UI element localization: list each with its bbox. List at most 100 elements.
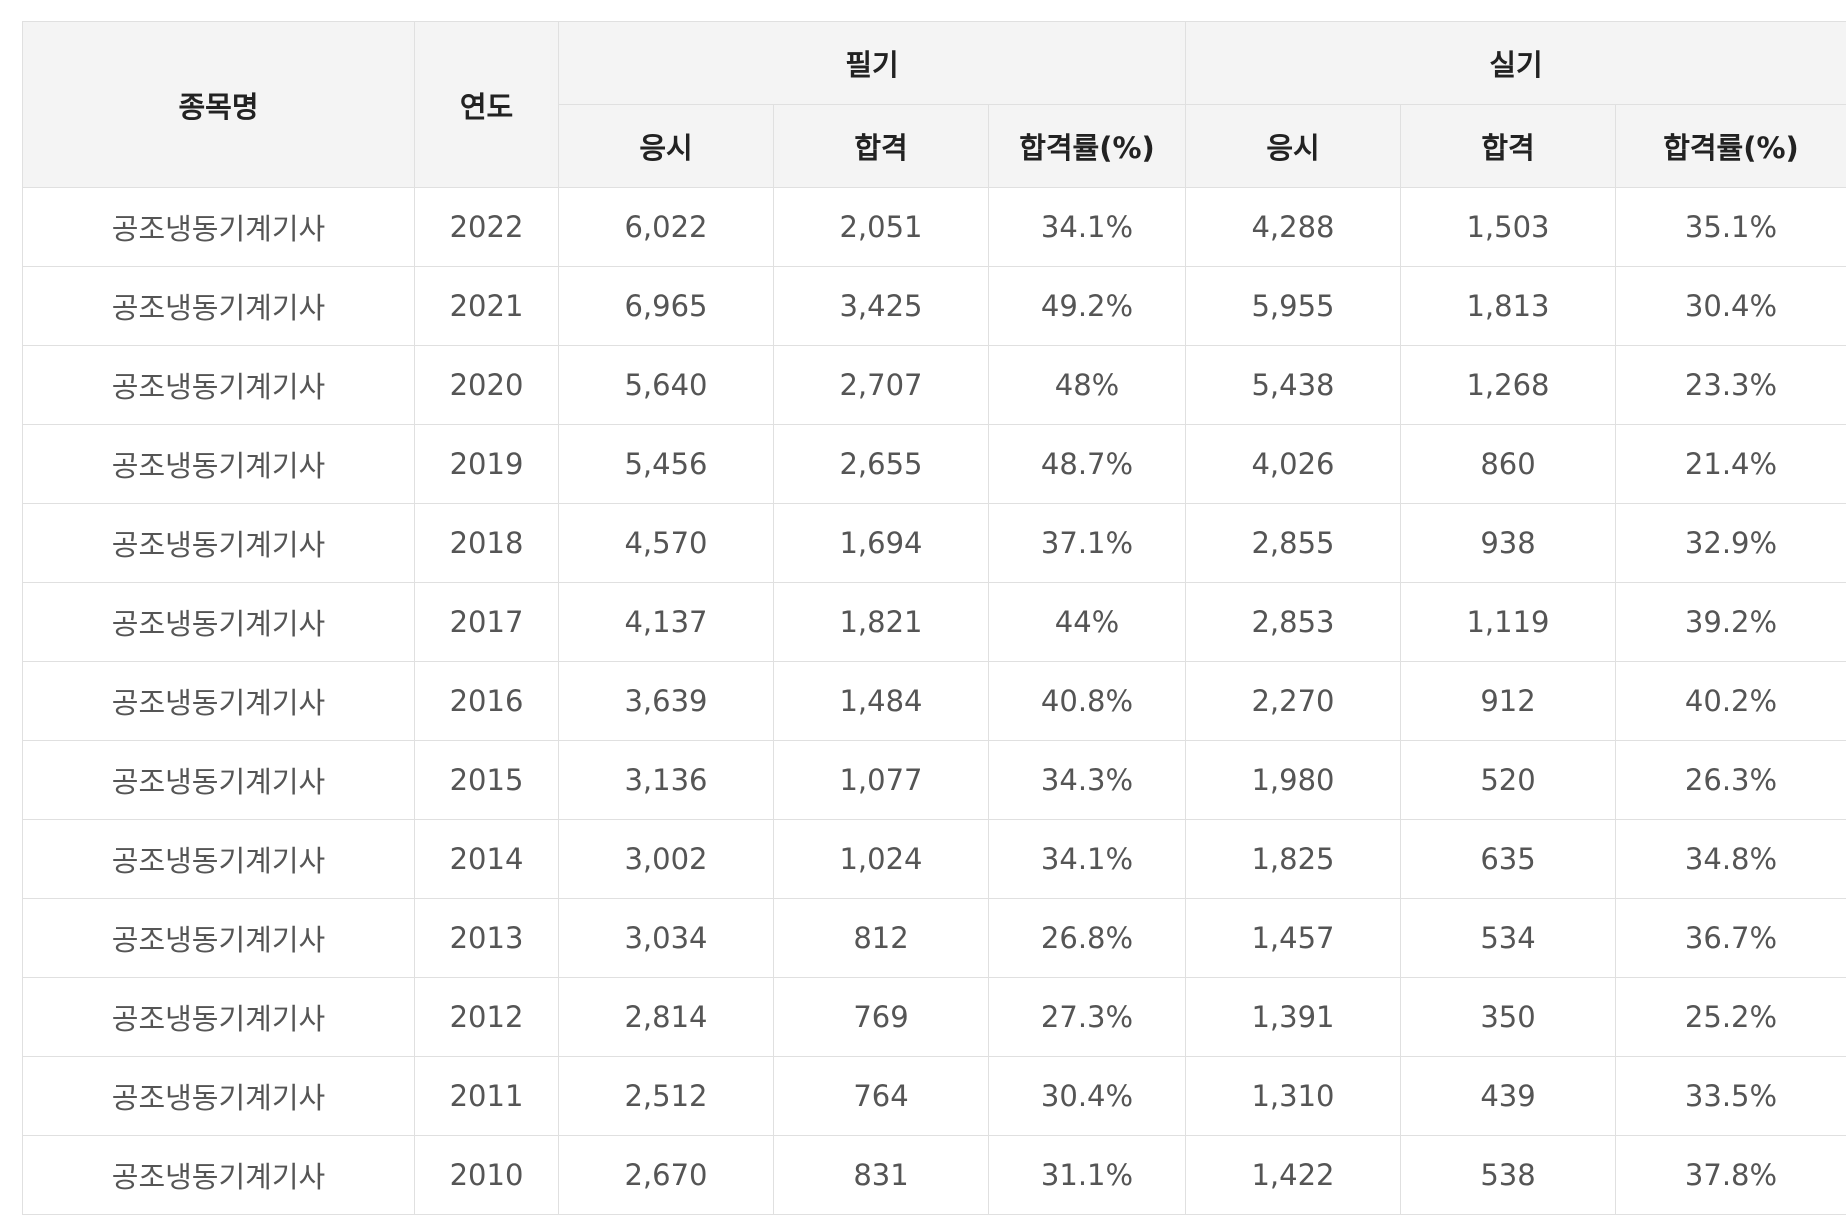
table-row: 공조냉동기계기사 2010 2,670 831 31.1% 1,422 538 37.8%	[22, 1135, 1846, 1215]
cell-practical-applicants: 1,825	[1185, 819, 1401, 899]
cell-practical-passed: 938	[1400, 503, 1616, 583]
cell-written-applicants: 5,456	[558, 424, 774, 504]
cell-year: 2020	[414, 345, 559, 425]
cell-written-pass-rate: 44%	[988, 582, 1186, 662]
cell-year: 2021	[414, 266, 559, 346]
cell-written-pass-rate: 34.1%	[988, 819, 1186, 899]
table-row: 공조냉동기계기사 2020 5,640 2,707 48% 5,438 1,268 23.3%	[22, 345, 1846, 425]
cell-item-name: 공조냉동기계기사	[22, 503, 415, 583]
cell-practical-passed: 350	[1400, 977, 1616, 1057]
table-row: 공조냉동기계기사 2013 3,034 812 26.8% 1,457 534 36.7%	[22, 898, 1846, 978]
cell-practical-applicants: 5,438	[1185, 345, 1401, 425]
cell-practical-applicants: 2,853	[1185, 582, 1401, 662]
cell-written-applicants: 3,136	[558, 740, 774, 820]
cell-practical-passed: 860	[1400, 424, 1616, 504]
cell-written-pass-rate: 26.8%	[988, 898, 1186, 978]
cell-written-pass-rate: 27.3%	[988, 977, 1186, 1057]
cell-written-passed: 831	[773, 1135, 989, 1215]
header-year: 연도	[414, 21, 559, 188]
cell-practical-pass-rate: 37.8%	[1615, 1135, 1846, 1215]
cell-written-applicants: 2,814	[558, 977, 774, 1057]
cell-year: 2017	[414, 582, 559, 662]
cell-item-name: 공조냉동기계기사	[22, 266, 415, 346]
cell-practical-pass-rate: 30.4%	[1615, 266, 1846, 346]
cell-item-name: 공조냉동기계기사	[22, 424, 415, 504]
cell-written-passed: 1,694	[773, 503, 989, 583]
table-body: 공조냉동기계기사 2022 6,022 2,051 34.1% 4,288 1,503 35.…	[22, 187, 1846, 1215]
header-written-applicants: 응시	[558, 104, 774, 188]
cell-written-applicants: 3,639	[558, 661, 774, 741]
cell-written-passed: 1,484	[773, 661, 989, 741]
cell-practical-passed: 1,119	[1400, 582, 1616, 662]
cell-written-passed: 2,051	[773, 187, 989, 267]
cell-written-passed: 3,425	[773, 266, 989, 346]
cell-written-pass-rate: 48%	[988, 345, 1186, 425]
cell-practical-applicants: 4,288	[1185, 187, 1401, 267]
cell-written-applicants: 4,570	[558, 503, 774, 583]
cell-written-pass-rate: 31.1%	[988, 1135, 1186, 1215]
cell-written-pass-rate: 34.3%	[988, 740, 1186, 820]
cell-year: 2010	[414, 1135, 559, 1215]
cell-practical-passed: 1,268	[1400, 345, 1616, 425]
cell-practical-passed: 439	[1400, 1056, 1616, 1136]
cell-practical-passed: 1,813	[1400, 266, 1616, 346]
cell-written-applicants: 3,034	[558, 898, 774, 978]
table-row: 공조냉동기계기사 2014 3,002 1,024 34.1% 1,825 635 34.8%	[22, 819, 1846, 899]
header-practical-applicants: 응시	[1185, 104, 1401, 188]
cell-year: 2013	[414, 898, 559, 978]
cell-practical-applicants: 2,270	[1185, 661, 1401, 741]
table-header: 종목명 연도 필기 실기 응시 합격 합격률(%) 응시 합격 합격률(%)	[22, 21, 1846, 188]
cell-practical-pass-rate: 26.3%	[1615, 740, 1846, 820]
header-written-passed: 합격	[773, 104, 989, 188]
cell-written-pass-rate: 49.2%	[988, 266, 1186, 346]
header-practical-exam: 실기	[1185, 21, 1846, 105]
cell-year: 2012	[414, 977, 559, 1057]
header-item-name: 종목명	[22, 21, 415, 188]
cell-written-pass-rate: 34.1%	[988, 187, 1186, 267]
cell-written-passed: 1,024	[773, 819, 989, 899]
cell-written-passed: 769	[773, 977, 989, 1057]
cell-written-applicants: 6,965	[558, 266, 774, 346]
cell-practical-passed: 912	[1400, 661, 1616, 741]
cell-written-pass-rate: 30.4%	[988, 1056, 1186, 1136]
cell-practical-pass-rate: 35.1%	[1615, 187, 1846, 267]
cell-item-name: 공조냉동기계기사	[22, 345, 415, 425]
cell-written-applicants: 2,512	[558, 1056, 774, 1136]
cell-written-applicants: 2,670	[558, 1135, 774, 1215]
header-practical-passed: 합격	[1400, 104, 1616, 188]
cell-year: 2019	[414, 424, 559, 504]
cell-practical-applicants: 5,955	[1185, 266, 1401, 346]
cell-written-applicants: 5,640	[558, 345, 774, 425]
cell-item-name: 공조냉동기계기사	[22, 582, 415, 662]
cell-year: 2015	[414, 740, 559, 820]
cell-written-passed: 1,077	[773, 740, 989, 820]
cell-written-applicants: 4,137	[558, 582, 774, 662]
cell-written-passed: 764	[773, 1056, 989, 1136]
cell-practical-applicants: 1,391	[1185, 977, 1401, 1057]
cell-practical-passed: 538	[1400, 1135, 1616, 1215]
header-group-row: 종목명 연도 필기 실기	[22, 21, 1846, 188]
cell-practical-pass-rate: 32.9%	[1615, 503, 1846, 583]
cell-year: 2016	[414, 661, 559, 741]
cell-item-name: 공조냉동기계기사	[22, 898, 415, 978]
cell-practical-applicants: 1,422	[1185, 1135, 1401, 1215]
cell-practical-passed: 534	[1400, 898, 1616, 978]
table-row: 공조냉동기계기사 2021 6,965 3,425 49.2% 5,955 1,813 30.…	[22, 266, 1846, 346]
cell-item-name: 공조냉동기계기사	[22, 187, 415, 267]
table-row: 공조냉동기계기사 2018 4,570 1,694 37.1% 2,855 938 32.9%	[22, 503, 1846, 583]
table-row: 공조냉동기계기사 2012 2,814 769 27.3% 1,391 350 25.2%	[22, 977, 1846, 1057]
cell-item-name: 공조냉동기계기사	[22, 1135, 415, 1215]
cell-item-name: 공조냉동기계기사	[22, 661, 415, 741]
cell-practical-pass-rate: 34.8%	[1615, 819, 1846, 899]
header-sub-row: 응시 합격 합격률(%) 응시 합격 합격률(%)	[23, 104, 1846, 188]
cell-item-name: 공조냉동기계기사	[22, 977, 415, 1057]
table-row: 공조냉동기계기사 2017 4,137 1,821 44% 2,853 1,119 39.2%	[22, 582, 1846, 662]
table-row: 공조냉동기계기사 2019 5,456 2,655 48.7% 4,026 860 21.4%	[22, 424, 1846, 504]
cell-year: 2011	[414, 1056, 559, 1136]
cell-year: 2022	[414, 187, 559, 267]
header-written-exam: 필기	[558, 21, 1186, 105]
cell-practical-pass-rate: 25.2%	[1615, 977, 1846, 1057]
cell-practical-applicants: 2,855	[1185, 503, 1401, 583]
cell-practical-pass-rate: 23.3%	[1615, 345, 1846, 425]
cell-written-passed: 1,821	[773, 582, 989, 662]
